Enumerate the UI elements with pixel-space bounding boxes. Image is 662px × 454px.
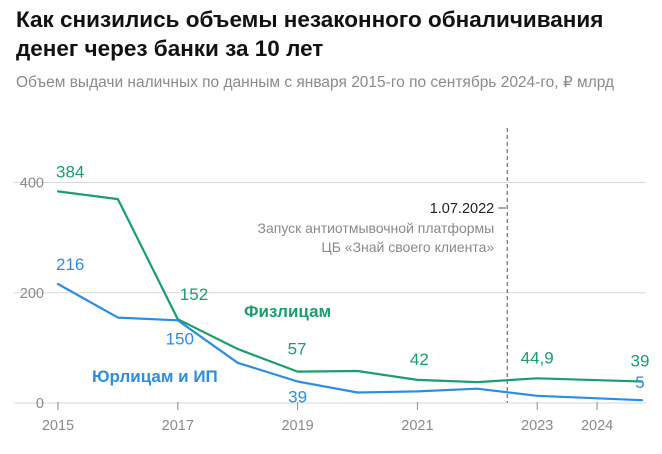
series-name-physical: Физлицам [244, 302, 331, 321]
data-label: 5 [635, 373, 644, 392]
y-tick-label: 200 [20, 286, 44, 302]
x-tick-label: 2024 [581, 418, 613, 434]
annotation-date: 1.07.2022 [430, 201, 495, 217]
x-tick-label: 2019 [281, 418, 313, 434]
chart-title: Как снизились объемы незаконного обналич… [16, 7, 604, 61]
series-line-physical [56, 190, 644, 384]
y-tick-label: 0 [36, 396, 44, 412]
data-label: 42 [410, 350, 429, 369]
x-tick-label: 2015 [42, 418, 74, 434]
annotation-text: ЦБ «Знай своего клиента» [321, 239, 494, 255]
chart-subtitle: Объем выдачи наличных по данным с января… [16, 74, 615, 91]
data-label: 39 [288, 388, 307, 407]
data-label: 152 [180, 285, 208, 304]
x-tick-label: 2023 [521, 418, 553, 434]
data-label: 44,9 [521, 348, 554, 367]
data-label: 39 [631, 352, 650, 371]
y-tick-label: 400 [20, 176, 44, 192]
x-tick-label: 2021 [401, 418, 433, 434]
data-label: 150 [166, 329, 194, 348]
data-label: 57 [288, 340, 307, 359]
series-line-legal [56, 282, 644, 402]
data-label: 216 [56, 255, 84, 274]
x-tick-label: 2017 [162, 418, 194, 434]
data-label: 384 [56, 162, 84, 181]
series-name-legal: Юрлицам и ИП [92, 367, 218, 386]
annotation-text: Запуск антиотмывочной платформы [258, 220, 495, 236]
